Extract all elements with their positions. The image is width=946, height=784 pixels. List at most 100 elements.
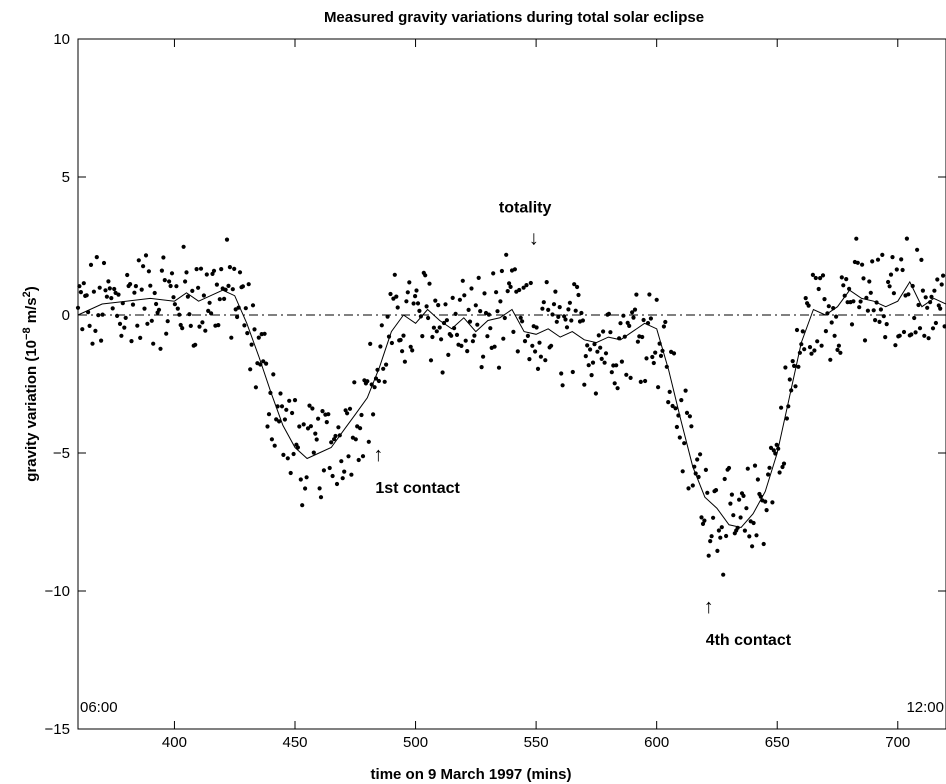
data-point bbox=[835, 347, 840, 352]
data-point bbox=[656, 385, 661, 390]
data-point bbox=[353, 437, 358, 442]
data-point bbox=[427, 281, 432, 286]
data-point bbox=[809, 351, 814, 356]
data-point bbox=[151, 341, 156, 346]
data-point bbox=[415, 301, 421, 306]
data-point bbox=[761, 541, 766, 547]
data-point bbox=[492, 344, 497, 349]
data-point bbox=[187, 312, 192, 317]
data-point bbox=[815, 339, 820, 344]
data-point bbox=[819, 343, 824, 348]
data-point bbox=[750, 544, 755, 549]
data-point bbox=[518, 315, 523, 320]
data-point bbox=[237, 270, 243, 275]
data-point bbox=[314, 437, 319, 442]
data-point bbox=[822, 297, 827, 302]
data-point bbox=[653, 350, 658, 355]
data-point bbox=[103, 288, 108, 293]
data-point bbox=[832, 333, 837, 338]
data-point bbox=[466, 307, 471, 312]
data-point bbox=[560, 383, 565, 388]
data-point bbox=[470, 339, 475, 344]
data-point bbox=[868, 290, 873, 295]
data-point bbox=[123, 315, 128, 320]
data-point bbox=[608, 330, 613, 335]
data-point bbox=[615, 386, 620, 391]
data-point bbox=[159, 268, 164, 273]
data-point bbox=[264, 361, 269, 366]
x-axis-label: time on 9 March 1997 (mins) bbox=[371, 766, 572, 783]
data-point bbox=[433, 298, 438, 303]
data-point bbox=[588, 347, 593, 352]
data-point bbox=[807, 345, 813, 350]
data-point bbox=[527, 357, 532, 362]
data-point bbox=[540, 306, 545, 311]
data-point bbox=[394, 294, 399, 299]
data-point bbox=[572, 282, 577, 287]
data-point bbox=[784, 416, 790, 421]
data-point bbox=[567, 300, 573, 305]
data-point bbox=[130, 302, 136, 307]
data-point bbox=[462, 293, 467, 298]
data-point bbox=[582, 382, 587, 387]
data-point bbox=[334, 481, 340, 487]
data-point bbox=[603, 351, 609, 356]
data-point bbox=[245, 331, 250, 336]
data-point bbox=[430, 334, 435, 340]
data-point bbox=[407, 280, 412, 285]
data-point bbox=[277, 419, 282, 424]
data-point bbox=[371, 412, 376, 417]
data-point bbox=[459, 343, 464, 348]
data-point bbox=[169, 271, 175, 276]
data-point bbox=[327, 465, 332, 471]
x-tick-label: 450 bbox=[282, 734, 307, 751]
data-point bbox=[112, 286, 117, 292]
data-point bbox=[439, 337, 444, 342]
data-point bbox=[488, 326, 493, 331]
data-point bbox=[731, 513, 736, 518]
data-point bbox=[823, 329, 829, 334]
data-point bbox=[556, 314, 561, 319]
data-point bbox=[200, 320, 205, 325]
data-point bbox=[290, 410, 295, 416]
data-point bbox=[235, 314, 240, 320]
data-point bbox=[486, 312, 491, 317]
data-point bbox=[719, 525, 724, 530]
data-point bbox=[787, 377, 792, 382]
data-point bbox=[426, 315, 431, 321]
data-point bbox=[129, 339, 134, 344]
data-point bbox=[812, 348, 817, 353]
data-point bbox=[813, 275, 818, 281]
data-point bbox=[875, 257, 881, 262]
data-point bbox=[465, 349, 470, 354]
data-point bbox=[401, 333, 406, 338]
data-point bbox=[680, 469, 685, 474]
data-point bbox=[511, 329, 516, 334]
x-tick-label: 500 bbox=[403, 734, 428, 751]
data-point bbox=[684, 410, 690, 415]
data-point bbox=[307, 403, 312, 408]
data-point bbox=[300, 503, 305, 508]
data-point bbox=[666, 400, 671, 405]
data-point bbox=[689, 424, 694, 429]
data-point bbox=[883, 335, 888, 340]
data-point bbox=[424, 304, 429, 309]
data-point bbox=[857, 305, 862, 310]
data-point bbox=[347, 406, 353, 411]
data-point bbox=[158, 346, 163, 351]
data-point bbox=[119, 333, 124, 338]
data-point bbox=[834, 314, 839, 319]
y-axis-label-exponent: −8 bbox=[21, 327, 33, 340]
data-point bbox=[359, 412, 364, 418]
data-point bbox=[816, 286, 821, 292]
data-point bbox=[281, 452, 286, 457]
corner-label-start-time: 06:00 bbox=[80, 699, 118, 716]
data-point bbox=[135, 323, 140, 328]
data-point bbox=[388, 291, 393, 297]
data-point bbox=[865, 308, 871, 313]
data-point bbox=[385, 314, 390, 319]
data-point bbox=[217, 297, 222, 302]
data-point bbox=[308, 424, 313, 429]
data-point bbox=[133, 284, 138, 289]
data-point bbox=[686, 486, 691, 491]
